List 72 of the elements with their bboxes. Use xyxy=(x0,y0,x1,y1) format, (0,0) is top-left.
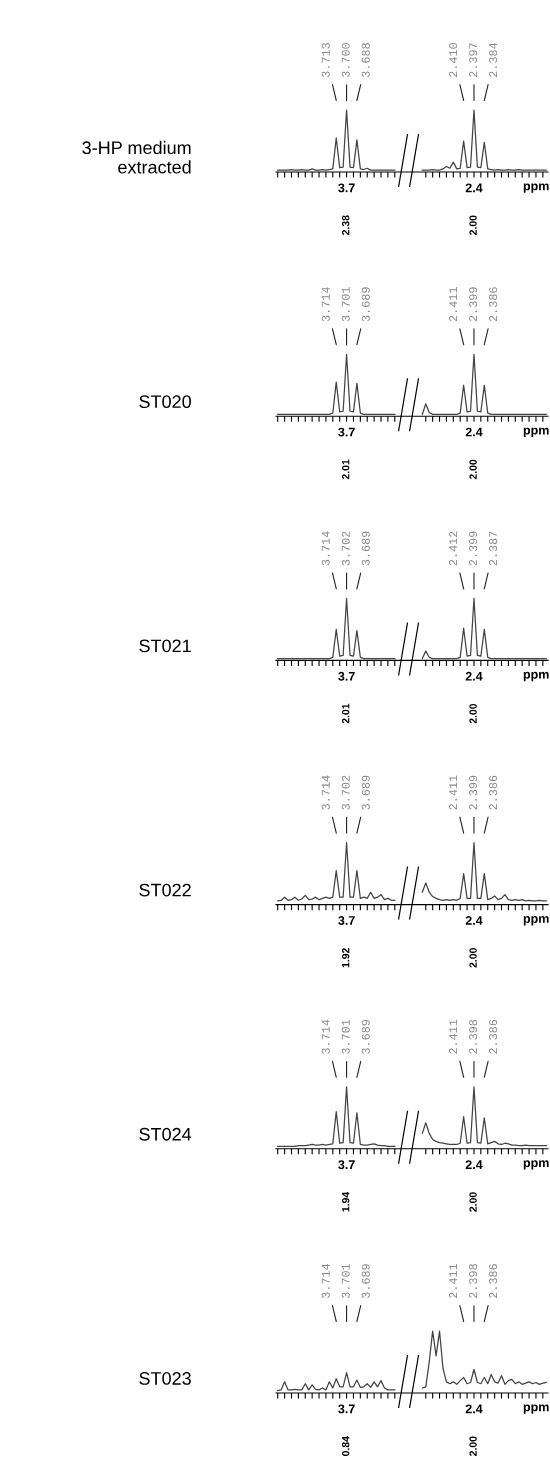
text: 3.714 xyxy=(321,531,330,566)
text: 3.701 xyxy=(341,1019,350,1054)
y-axis-title: ST024 xyxy=(139,1127,192,1141)
x-axis-title: ppm xyxy=(523,1160,549,1170)
x-tick-label: 2.4 xyxy=(465,183,483,193)
text: 3.713 xyxy=(321,43,330,78)
text: 3.701 xyxy=(341,287,350,322)
text: 2.386 xyxy=(489,287,498,322)
text: 2.00 xyxy=(469,948,477,968)
text: 2.386 xyxy=(489,775,498,810)
text: 2.00 xyxy=(469,1192,477,1212)
y-axis-title: ST020 xyxy=(139,395,191,409)
x-tick-label: 3.7 xyxy=(338,916,355,925)
text: 2.410 xyxy=(449,43,458,77)
text: 3.689 xyxy=(361,531,370,566)
text: 2.00 xyxy=(469,1436,477,1456)
x-tick-label: 2.4 xyxy=(465,427,483,437)
text: 2.411 xyxy=(449,775,458,810)
y-axis-title: ST021 xyxy=(139,639,191,653)
text: 3.714 xyxy=(321,775,330,810)
text: 3.689 xyxy=(361,1264,370,1299)
text: 2.412 xyxy=(449,531,458,566)
text: 3.702 xyxy=(341,531,350,566)
text: 2.00 xyxy=(469,703,477,724)
text: 2.411 xyxy=(449,287,458,322)
text: 2.399 xyxy=(469,775,478,810)
x-tick-label: 2.4 xyxy=(465,671,483,681)
text: 3.714 xyxy=(321,287,330,322)
y-axis-title: ST022 xyxy=(139,883,191,897)
x-tick-label: 2.4 xyxy=(465,1160,483,1169)
x-axis-title: ppm xyxy=(523,671,549,682)
text: 2.00 xyxy=(469,459,477,480)
text: 1.92 xyxy=(342,948,350,968)
y-axis-title: ST023 xyxy=(139,1372,191,1385)
text: 3.689 xyxy=(361,287,370,322)
text: 2.00 xyxy=(469,215,477,235)
x-axis-title: ppm xyxy=(523,916,549,926)
x-tick-label: 2.4 xyxy=(465,916,483,925)
x-axis-title: ppm xyxy=(523,1404,549,1414)
text: 3.702 xyxy=(341,775,350,810)
text: 2.38 xyxy=(342,215,350,235)
text: 2.387 xyxy=(489,531,498,566)
text: 2.386 xyxy=(489,1019,498,1054)
text: 2.411 xyxy=(449,1263,458,1298)
x-tick-label: 3.7 xyxy=(338,1160,355,1170)
text: 2.01 xyxy=(342,459,350,480)
x-tick-label: 3.7 xyxy=(338,183,355,193)
x-tick-label: 3.7 xyxy=(338,671,355,681)
text: 2.398 xyxy=(469,1264,478,1298)
y-axis-title: 3-HP medium extracted xyxy=(82,140,191,174)
text: 3.714 xyxy=(321,1263,330,1299)
text: 3.688 xyxy=(361,43,370,78)
x-tick-label: 2.4 xyxy=(465,1404,483,1414)
x-tick-label: 3.7 xyxy=(338,427,355,437)
text: 2.386 xyxy=(489,1264,498,1298)
text: 2.399 xyxy=(469,287,478,322)
x-axis-title: ppm xyxy=(523,427,549,437)
text: 2.397 xyxy=(469,43,478,77)
text: 3.700 xyxy=(341,43,350,78)
text: 2.411 xyxy=(449,1019,458,1054)
text: 2.384 xyxy=(489,42,498,77)
text: 3.689 xyxy=(361,1019,370,1054)
text: 3.701 xyxy=(341,1263,350,1299)
text: 2.399 xyxy=(469,531,478,566)
text: 3.689 xyxy=(361,775,370,810)
text: 2.01 xyxy=(342,703,350,724)
x-tick-label: 3.7 xyxy=(338,1404,355,1414)
text: 1.94 xyxy=(342,1191,350,1212)
text: 3.714 xyxy=(321,1019,330,1054)
text: 2.398 xyxy=(469,1019,478,1054)
text: 0.84 xyxy=(342,1436,350,1456)
x-axis-title: ppm xyxy=(523,183,549,193)
